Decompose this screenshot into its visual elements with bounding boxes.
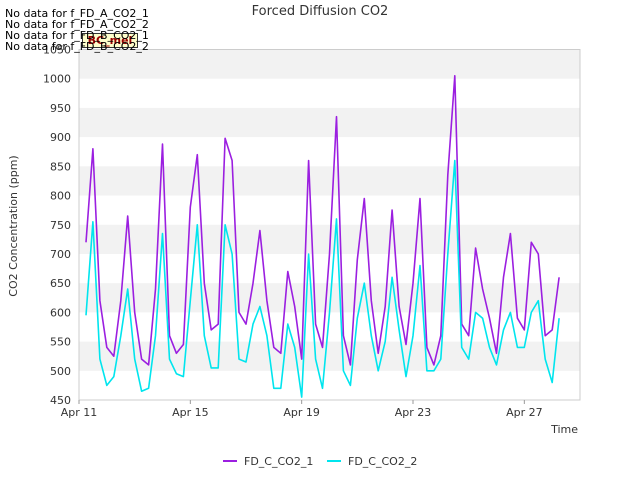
series-line-FD_C_CO2_1 bbox=[85, 75, 560, 366]
y-tick-label: 1050 bbox=[43, 44, 71, 57]
series-line-FD_C_CO2_2 bbox=[85, 159, 560, 398]
no-data-message: No data for f_FD_A_CO2_2 bbox=[5, 18, 149, 31]
series-lines bbox=[85, 75, 560, 398]
y-tick-label: 800 bbox=[50, 190, 71, 203]
y-tick-label: 900 bbox=[50, 131, 71, 144]
no-data-message: No data for f_FD_B_CO2_2 bbox=[5, 40, 149, 53]
y-tick-label: 1000 bbox=[43, 73, 71, 86]
y-tick-label: 950 bbox=[50, 102, 71, 115]
x-axis-label: Time bbox=[550, 423, 578, 436]
plot-border bbox=[78, 49, 581, 401]
legend-label: FD_C_CO2_2 bbox=[348, 455, 417, 468]
y-tick-label: 500 bbox=[50, 365, 71, 378]
y-tick-label: 750 bbox=[50, 219, 71, 232]
y-tick-label: 550 bbox=[50, 336, 71, 349]
x-tick-label: Apr 11 bbox=[61, 406, 98, 419]
legend-label: FD_C_CO2_1 bbox=[244, 455, 313, 468]
y-axis-ticks: 450 500 550 600 650 700 750 800 850 900 950 1000 105… bbox=[43, 44, 71, 408]
x-tick-label: Apr 27 bbox=[506, 406, 543, 419]
grid-band bbox=[79, 49, 580, 79]
y-tick-label: 450 bbox=[50, 394, 71, 407]
y-tick-label: 700 bbox=[50, 248, 71, 261]
chart-title: Forced Diffusion CO2 bbox=[252, 4, 389, 19]
x-tick-label: Apr 15 bbox=[172, 406, 209, 419]
site-badge: BC_mel bbox=[82, 33, 138, 48]
no-data-message: No data for f_FD_A_CO2_1 bbox=[5, 7, 149, 20]
legend: FD_C_CO2_1 FD_C_CO2_2 bbox=[223, 455, 417, 468]
grid-band bbox=[79, 166, 580, 196]
x-axis-ticks: Apr 11 Apr 15 Apr 19 Apr 23 Apr 27 bbox=[61, 400, 543, 419]
grid-band bbox=[79, 107, 580, 138]
x-tick-label: Apr 19 bbox=[283, 406, 320, 419]
grid-bands bbox=[79, 49, 580, 371]
no-data-message: No data for f_FD_B_CO2_1 bbox=[5, 29, 149, 42]
y-tick-label: 650 bbox=[50, 277, 71, 290]
y-tick-label: 600 bbox=[50, 306, 71, 319]
y-tick-label: 850 bbox=[50, 160, 71, 173]
y-axis-label: CO2 Concentration (ppm) bbox=[7, 155, 20, 296]
x-tick-label: Apr 23 bbox=[395, 406, 432, 419]
